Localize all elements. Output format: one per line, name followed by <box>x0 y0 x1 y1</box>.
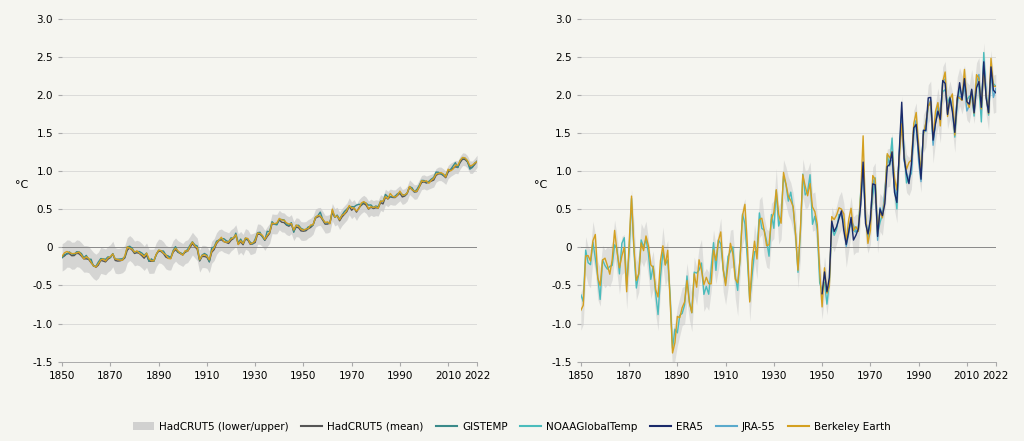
Y-axis label: °C: °C <box>534 180 547 191</box>
Y-axis label: °C: °C <box>15 180 29 191</box>
Legend: HadCRUT5 (lower/upper), HadCRUT5 (mean), GISTEMP, NOAAGlobalTemp, ERA5, JRA-55, : HadCRUT5 (lower/upper), HadCRUT5 (mean),… <box>129 418 895 436</box>
